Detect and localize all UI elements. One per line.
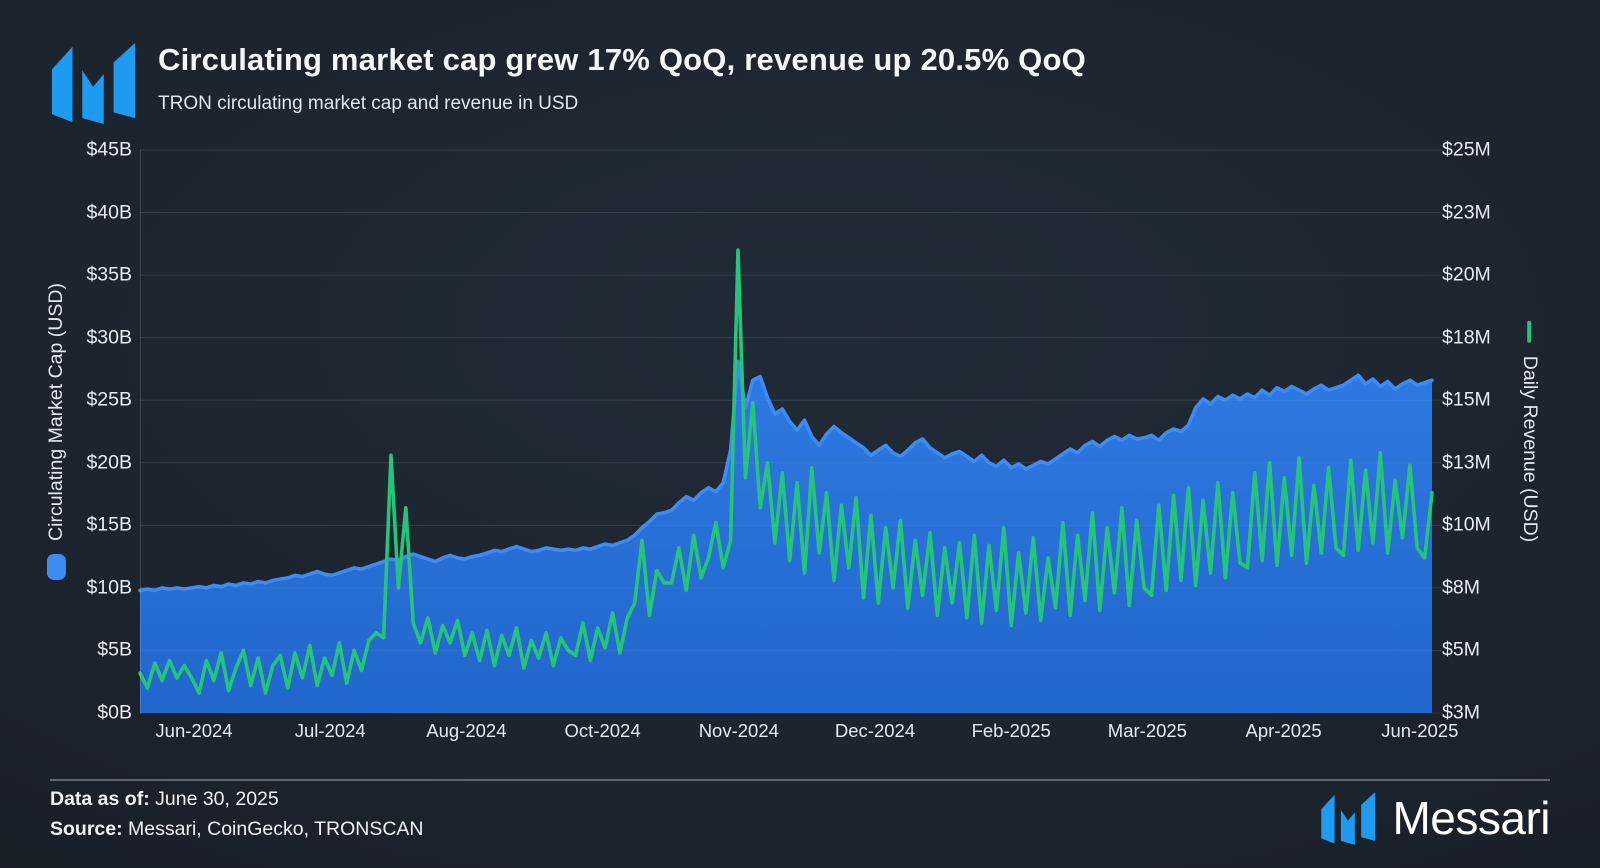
x-tick: Apr-2025	[1246, 720, 1322, 742]
y-tick-left: $0B	[97, 702, 132, 725]
chart-plot-area	[140, 150, 1432, 713]
messari-wordmark: Messari	[1392, 795, 1550, 841]
x-tick: Nov-2024	[699, 720, 779, 742]
y-tick-right: $15M	[1442, 389, 1491, 412]
y-tick-left: $20B	[86, 451, 132, 474]
x-tick: Oct-2024	[565, 720, 641, 742]
footer-divider	[50, 779, 1550, 781]
y-tick-left: $35B	[86, 264, 132, 287]
data-as-of-value: June 30, 2025	[155, 788, 279, 810]
y-tick-right: $20M	[1442, 264, 1491, 287]
x-tick: Dec-2024	[835, 720, 915, 742]
y-tick-left: $45B	[86, 139, 132, 162]
y-tick-right: $10M	[1442, 514, 1491, 537]
y-tick-left: $5B	[97, 639, 132, 662]
x-tick: Mar-2025	[1108, 720, 1187, 742]
x-axis-ticks: Jun-2024 Jul-2024 Aug-2024 Oct-2024 Nov-2024…	[140, 720, 1432, 750]
x-tick: Aug-2024	[426, 720, 506, 742]
chart-canvas	[140, 150, 1432, 713]
source-value: Messari, CoinGecko, TRONSCAN	[128, 818, 423, 840]
y-tick-right: $13M	[1442, 451, 1491, 474]
source-label: Source:	[50, 818, 123, 840]
x-tick: Jun-2024	[155, 720, 232, 742]
y-tick-left: $10B	[86, 576, 132, 599]
data-as-of-label: Data as of:	[50, 788, 150, 810]
y-tick-right: $8M	[1442, 576, 1480, 599]
y-tick-right: $23M	[1442, 201, 1491, 224]
x-tick: Jul-2024	[295, 720, 366, 742]
data-as-of: Data as of: June 30, 2025	[50, 788, 279, 811]
source: Source: Messari, CoinGecko, TRONSCAN	[50, 818, 424, 841]
page-subtitle: TRON circulating market cap and revenue …	[158, 93, 578, 115]
y-tick-left: $15B	[86, 514, 132, 537]
x-tick: Feb-2025	[972, 720, 1051, 742]
footer-brand: Messari	[1320, 789, 1550, 846]
y-tick-left: $30B	[86, 326, 132, 349]
y-tick-right: $5M	[1442, 639, 1480, 662]
messari-logo-icon	[50, 38, 138, 126]
y-axis-left-ticks: $45B$40B$35B$30B$25B$20B$15B$10B$5B$0B	[0, 150, 132, 713]
y-tick-left: $25B	[86, 389, 132, 412]
messari-footer-logo-icon	[1320, 789, 1377, 846]
y-tick-left: $40B	[86, 201, 132, 224]
y-tick-right: $18M	[1442, 326, 1491, 349]
plot-left-border	[140, 150, 141, 713]
x-tick: Jun-2025	[1381, 720, 1458, 742]
page-title: Circulating market cap grew 17% QoQ, rev…	[158, 42, 1086, 78]
y-tick-right: $25M	[1442, 139, 1491, 162]
y-axis-right-ticks: $25M$23M$20M$18M$15M$13M$10M$8M$5M$3M	[1442, 150, 1552, 713]
